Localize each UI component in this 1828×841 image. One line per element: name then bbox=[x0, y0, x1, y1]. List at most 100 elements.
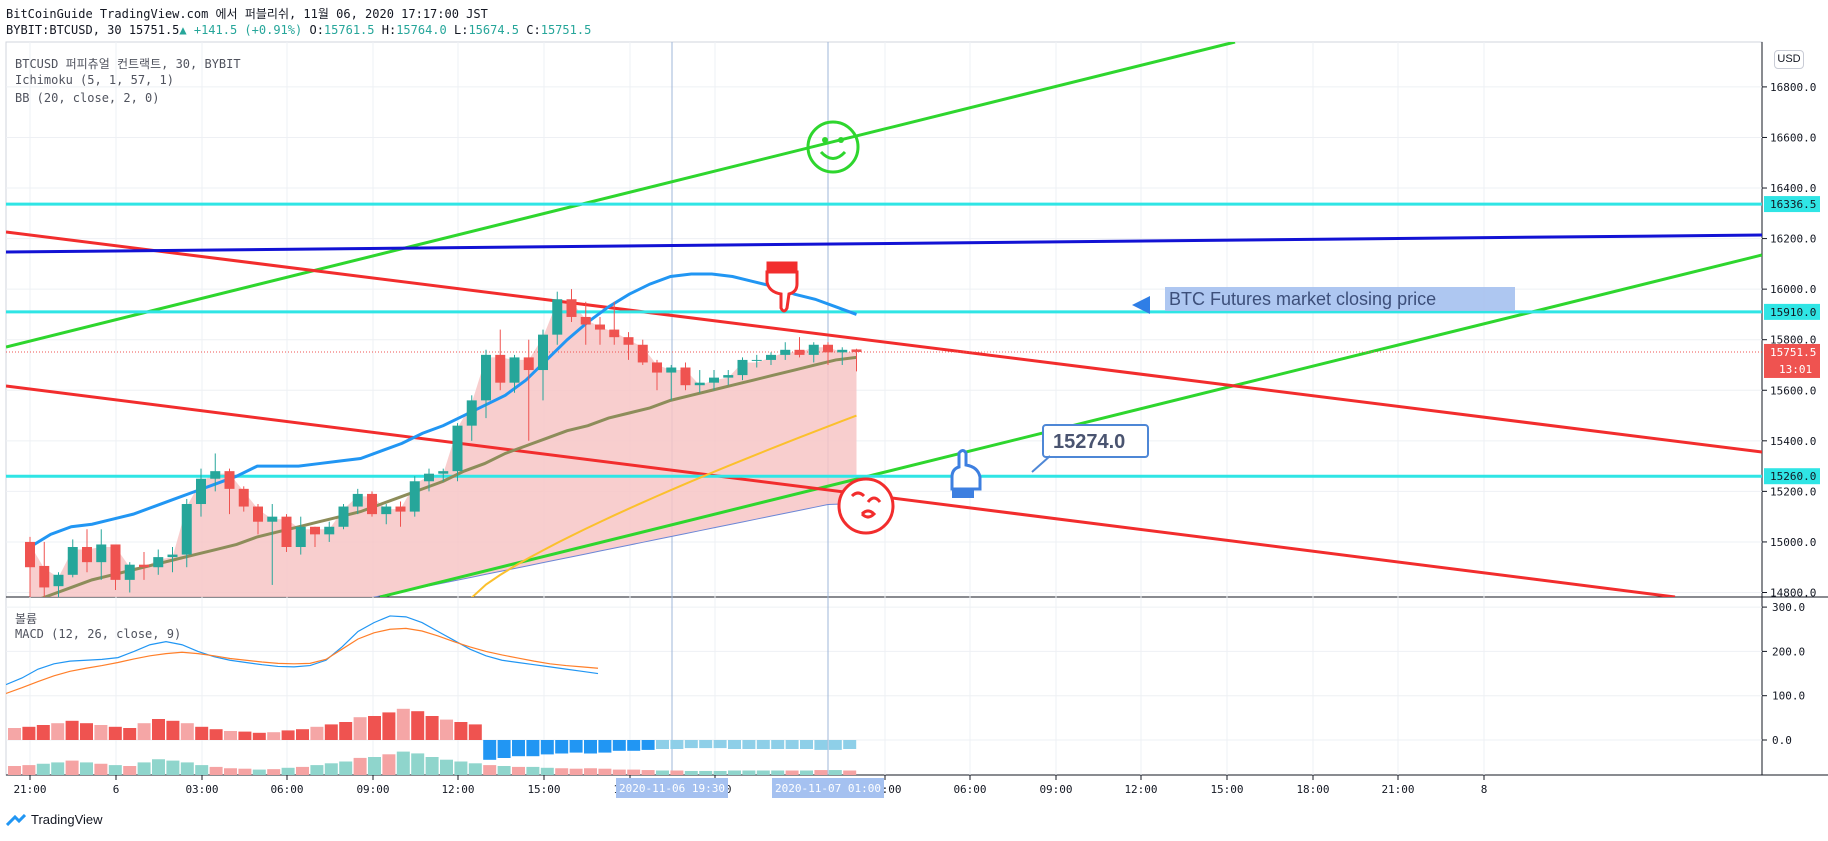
legend-macd[interactable]: MACD (12, 26, close, 9) bbox=[15, 627, 182, 641]
macd-histogram-bar bbox=[22, 726, 36, 740]
volume-bar bbox=[612, 769, 626, 775]
candle-body bbox=[124, 564, 135, 580]
ichimoku-cloud bbox=[30, 301, 857, 597]
candle-body bbox=[310, 526, 320, 535]
macd-histogram-bar bbox=[800, 740, 813, 749]
legend-ichimoku[interactable]: Ichimoku (5, 1, 57, 1) bbox=[15, 73, 174, 87]
legend-volume[interactable]: 볼륨 bbox=[15, 612, 38, 626]
volume-bar bbox=[785, 770, 799, 775]
last-price: 15751.5 bbox=[128, 23, 180, 37]
macd-histogram-bar bbox=[252, 732, 266, 740]
close-label: C: bbox=[526, 23, 541, 37]
green-channel-upper bbox=[6, 42, 1236, 349]
time-tick-label: 6 bbox=[113, 783, 120, 796]
macd-histogram-bar bbox=[454, 722, 468, 740]
ichimoku-yellow-line bbox=[471, 414, 857, 597]
time-tick-label: 21:00 bbox=[13, 783, 46, 796]
candle-body bbox=[424, 473, 434, 482]
candle-body bbox=[737, 359, 748, 376]
candle-body bbox=[808, 344, 819, 355]
price-tick-label: 16000.0 bbox=[1770, 283, 1816, 296]
open-value: 15761.5 bbox=[323, 23, 375, 37]
macd-histogram-bar bbox=[540, 740, 554, 755]
macd-histogram-bar bbox=[656, 740, 669, 749]
currency-unit-badge[interactable]: USD bbox=[1774, 50, 1804, 69]
time-tick-label: 09:00 bbox=[1039, 783, 1072, 796]
volume-bar bbox=[670, 770, 684, 775]
price-tick-label: 15800.0 bbox=[1770, 334, 1816, 347]
callout-pointer bbox=[1031, 455, 1051, 473]
candle-body bbox=[167, 554, 178, 558]
volume-bar bbox=[353, 757, 367, 775]
legend-bb[interactable]: BB (20, close, 2, 0) bbox=[15, 91, 160, 105]
low-label: L: bbox=[454, 23, 469, 37]
hand2-shape bbox=[950, 449, 982, 491]
candle-body bbox=[851, 349, 862, 352]
candle-body bbox=[523, 357, 534, 371]
smiley-emoji bbox=[806, 120, 860, 174]
volume-bar bbox=[296, 766, 309, 775]
volume-bar bbox=[584, 768, 597, 775]
volume-bar bbox=[94, 763, 108, 775]
price-tick-label: 16200.0 bbox=[1770, 233, 1816, 246]
price-tick-label: 16800.0 bbox=[1770, 81, 1816, 94]
candle-body bbox=[82, 546, 92, 563]
macd-histogram-bar bbox=[843, 740, 857, 749]
price-tick-label: 15600.0 bbox=[1770, 384, 1816, 397]
macd-tick-label: 300.0 bbox=[1772, 601, 1805, 614]
macd-histogram-bar bbox=[396, 708, 410, 740]
volume-bar bbox=[65, 760, 79, 775]
dizzy-mouth bbox=[860, 509, 877, 519]
candle-body bbox=[666, 367, 677, 373]
price-pane: BTC Futures market closing price 15274.0 bbox=[6, 42, 1762, 597]
macd-histogram-bar bbox=[152, 719, 165, 740]
candle-body bbox=[196, 478, 206, 505]
volume-bar bbox=[166, 760, 180, 775]
volume-bar bbox=[828, 770, 842, 775]
macd-histogram-bar bbox=[598, 740, 612, 753]
macd-histogram-bar bbox=[353, 717, 367, 740]
candle-body bbox=[238, 488, 249, 507]
candle-body bbox=[324, 526, 335, 535]
candle-body bbox=[153, 557, 164, 568]
macd-signal-line bbox=[6, 627, 599, 695]
time-tick-label: 06:00 bbox=[953, 783, 986, 796]
macd-histogram-bar bbox=[209, 729, 223, 740]
crosshair-time-label: 2020-11-06 19:30 bbox=[619, 782, 725, 795]
volume-bar bbox=[252, 769, 266, 775]
candle-body bbox=[253, 506, 263, 522]
legend-main[interactable]: BTCUSD 퍼피츄얼 컨트랙트, 30, BYBIT bbox=[15, 57, 241, 71]
hand2-cuff bbox=[952, 489, 974, 498]
macd-line bbox=[6, 615, 599, 686]
time-tick-label: 15:00 bbox=[1210, 783, 1243, 796]
macd-histogram-bar bbox=[512, 740, 525, 757]
ichimoku-span-b bbox=[372, 503, 857, 597]
macd-histogram-bar bbox=[555, 740, 569, 754]
volume-bar bbox=[540, 767, 554, 775]
candle-body bbox=[110, 544, 121, 580]
macd-histogram-bar bbox=[224, 731, 237, 740]
macd-histogram-bar bbox=[756, 740, 770, 749]
smiley-mouth bbox=[819, 150, 847, 160]
time-tick-label: 12:00 bbox=[441, 783, 474, 796]
macd-histogram-bar bbox=[641, 740, 655, 750]
candle-body bbox=[352, 493, 363, 507]
annotation-bg bbox=[1165, 287, 1515, 311]
crosshair-time-label: 2020-11-07 01:00 bbox=[775, 782, 881, 795]
candle-body bbox=[709, 377, 719, 383]
tradingview-footer[interactable]: TradingView bbox=[6, 812, 103, 827]
macd-histogram-bar bbox=[612, 740, 626, 751]
candle-body bbox=[637, 344, 648, 363]
candle-body bbox=[566, 299, 577, 317]
macd-histogram-bar bbox=[51, 723, 65, 740]
bb-upper-band bbox=[29, 272, 858, 549]
macd-histogram-bar bbox=[94, 725, 108, 740]
candle-body bbox=[723, 375, 734, 378]
macd-histogram-bar bbox=[267, 732, 281, 740]
volume-bar bbox=[108, 765, 122, 775]
time-tick-label: 06:00 bbox=[270, 783, 303, 796]
macd-histogram-bar bbox=[166, 720, 180, 740]
candle-body bbox=[67, 546, 78, 575]
smiley-eye bbox=[822, 137, 828, 143]
